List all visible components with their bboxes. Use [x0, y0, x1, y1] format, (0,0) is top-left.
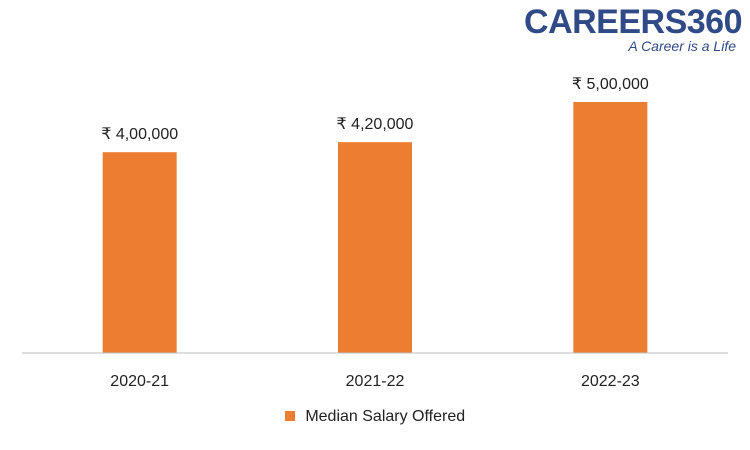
bar-2020-21	[102, 152, 177, 353]
data-label: ₹ 4,20,000	[337, 116, 414, 133]
bar-2021-22	[338, 142, 412, 353]
legend: Median Salary Offered	[0, 408, 750, 426]
x-tick-label: 2022-23	[581, 373, 640, 390]
legend-label: Median Salary Offered	[305, 408, 466, 425]
logo-tagline: A Career is a Life	[628, 38, 736, 54]
bar-2022-23	[573, 102, 648, 353]
careers360-logo: CAREERS360 A Career is a Life	[524, 4, 742, 54]
legend-swatch	[284, 411, 295, 421]
data-label: ₹ 5,00,000	[572, 76, 649, 93]
x-tick-label: 2021-22	[346, 373, 405, 390]
data-label: ₹ 4,00,000	[101, 126, 178, 143]
logo-brand: CAREERS360	[524, 3, 742, 41]
x-tick-label: 2020-21	[110, 373, 169, 390]
